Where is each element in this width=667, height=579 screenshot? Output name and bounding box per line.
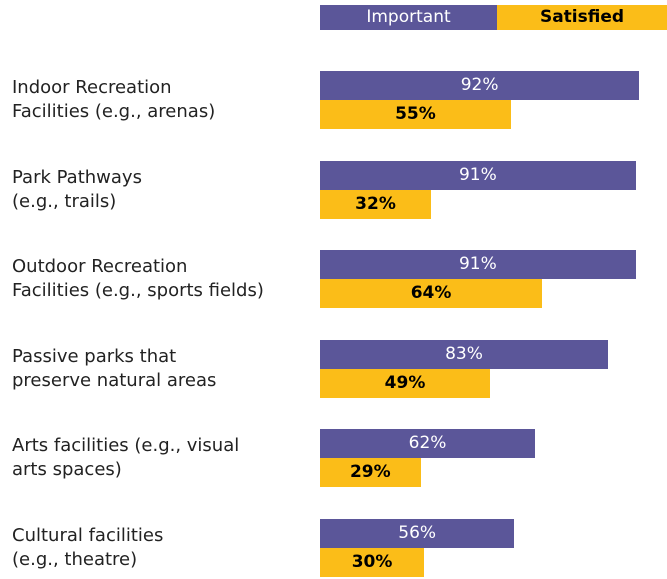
legend-item: Satisfied [497,5,667,30]
bar [320,250,636,279]
bar [320,189,432,219]
bar [320,160,636,190]
bar [320,71,640,100]
category-label: Park Pathways (e.g., trails) [12,166,142,212]
value-label: 55% [395,104,436,124]
value-label: 83% [445,343,483,364]
value-label: 62% [408,433,447,453]
bar [320,458,421,487]
value-label: 92% [460,75,499,95]
value-label: 49% [384,372,426,393]
bar [320,429,536,458]
bar [320,518,515,548]
value-label: 30% [351,551,393,572]
legend-item: Important [320,5,497,30]
bar [320,339,608,369]
bar [320,368,491,398]
category-label: Outdoor Recreation Facilities (e.g., spo… [12,256,264,301]
category-label: Indoor Recreation Facilities (e.g., aren… [12,77,216,122]
value-label: 91% [458,254,497,274]
value-label: 29% [349,462,391,482]
category-label: Cultural facilities (e.g., theatre) [12,524,164,570]
value-label: 32% [355,193,396,214]
category-label: Passive parks that preserve natural area… [12,345,217,391]
category-label: Arts facilities (e.g., visual arts space… [12,435,240,480]
value-label: 56% [398,522,437,543]
bar [320,100,511,129]
bar [320,547,425,577]
bar [320,279,543,308]
value-label: 64% [410,283,452,303]
value-label: 91% [458,164,497,185]
